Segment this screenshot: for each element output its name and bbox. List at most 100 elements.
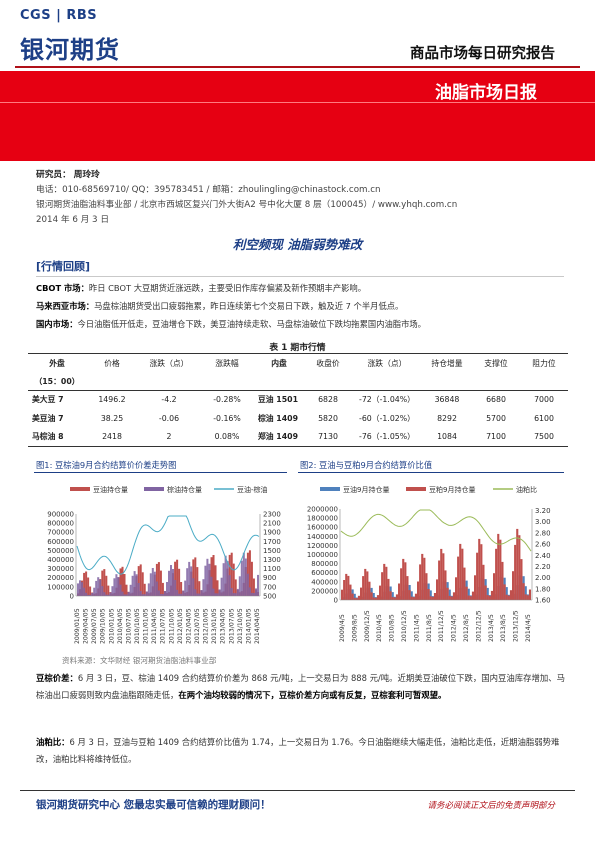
analyst-name: 研究员： 周玲玲 xyxy=(36,170,100,180)
bar xyxy=(216,580,219,596)
axis-tick-label: 1.80 xyxy=(535,585,551,593)
main-title: 利空频现 油脂弱势难改 xyxy=(232,237,363,252)
bar xyxy=(194,589,197,596)
bar xyxy=(400,568,403,600)
axis-tick-label: 0 xyxy=(334,597,338,605)
bar xyxy=(246,573,249,596)
bar xyxy=(93,587,96,596)
bar xyxy=(198,581,201,596)
footer-divider xyxy=(20,790,575,791)
bar xyxy=(155,563,158,596)
x-tick-label: 2009/4/5 xyxy=(339,614,346,642)
table-cell: 8292 xyxy=(437,413,457,423)
x-tick-label: 2010/01/05 xyxy=(108,608,115,644)
axis-tick-label: 1700 xyxy=(263,538,281,546)
bar xyxy=(133,571,136,596)
bar xyxy=(374,597,377,600)
bar xyxy=(438,560,441,600)
bar xyxy=(222,563,225,596)
figure1-rule xyxy=(34,472,287,473)
axis-tick-label: 500 xyxy=(263,593,276,601)
bar xyxy=(448,595,451,600)
bar xyxy=(353,593,356,600)
bar xyxy=(115,574,118,596)
bar xyxy=(509,590,513,600)
bar xyxy=(524,586,527,600)
bar xyxy=(83,587,86,596)
bar xyxy=(242,552,245,596)
bar xyxy=(410,596,413,600)
x-tick-label: 2013/04/05 xyxy=(220,608,227,644)
table-header-cell: 涨跌（点） xyxy=(352,353,422,373)
x-tick-label: 2011/04/05 xyxy=(151,608,158,644)
bar xyxy=(471,591,475,600)
bar xyxy=(383,563,386,600)
bar xyxy=(196,567,199,596)
bar xyxy=(461,548,464,600)
figure2-meal-oi-bars xyxy=(341,528,532,600)
bar xyxy=(216,593,219,596)
x-tick-label: 2013/07/05 xyxy=(228,608,235,644)
bar xyxy=(77,583,80,596)
axis-tick-label: 800000 xyxy=(311,560,338,568)
table-cell: -60（-1.02%） xyxy=(359,413,415,423)
x-tick-label: 2012/8/5 xyxy=(463,614,470,642)
x-tick-label: 2013/8/5 xyxy=(500,614,507,642)
figure1-title: 图1: 豆棕油9月合约结算价价差走势图 xyxy=(36,460,177,470)
axis-tick-label: 1.60 xyxy=(535,597,551,605)
table-cell: 1496.2 xyxy=(98,395,126,405)
figure1-palm-oi-bars xyxy=(77,552,260,596)
bar xyxy=(410,591,413,600)
table-cell: -0.28% xyxy=(213,395,241,405)
table-cell: 6100 xyxy=(534,413,554,423)
axis-tick-label: 2.20 xyxy=(535,563,551,571)
table-cell: 美豆油 7 xyxy=(32,413,64,423)
x-tick-label: 2014/4/5 xyxy=(525,614,532,642)
bar xyxy=(107,585,110,596)
bar xyxy=(490,590,494,600)
x-tick-label: 2010/07/05 xyxy=(125,608,132,644)
figure2-title: 图2: 豆油与豆粕9月合约结算价比值 xyxy=(300,460,433,470)
bar xyxy=(99,579,102,596)
bar xyxy=(117,577,120,596)
legend-label: 豆油9月持仓量 xyxy=(343,485,389,494)
figure1-spread-line xyxy=(76,515,260,575)
x-tick-label: 2010/10/05 xyxy=(134,608,141,644)
bar xyxy=(97,577,100,596)
bar xyxy=(450,596,453,600)
bar xyxy=(353,597,356,600)
bar xyxy=(214,593,217,596)
futures-quotes-table: 外盘 价格 涨跌（点） 涨跌幅 内盘 收盘价 涨跌（点） 持仓增量 支撑位 阻力… xyxy=(28,353,568,447)
table-cell: 棕油 1409 xyxy=(258,413,299,423)
axis-tick-label: 900 xyxy=(263,574,276,582)
table-cell: 36848 xyxy=(434,395,460,405)
bar xyxy=(421,553,424,600)
x-tick-label: 2011/12/5 xyxy=(438,610,445,642)
bar xyxy=(469,596,472,600)
x-tick-label: 2010/8/5 xyxy=(389,614,396,642)
bar xyxy=(366,571,369,600)
bar xyxy=(408,590,411,600)
legend-swatch-meal-oi xyxy=(406,487,426,491)
x-tick-label: 2012/01/05 xyxy=(177,608,184,644)
table-header-cell: 价格 xyxy=(86,353,138,373)
table-cell: 7130 xyxy=(304,427,352,447)
x-tick-label: 2009/04/05 xyxy=(83,608,90,644)
axis-tick-label: 600000 xyxy=(47,538,74,546)
bar xyxy=(101,586,104,596)
x-tick-label: 2012/04/05 xyxy=(185,608,192,644)
axis-tick-label: 300000 xyxy=(47,565,74,573)
bar xyxy=(360,587,363,600)
bar xyxy=(190,566,193,596)
x-tick-label: 2009/07/05 xyxy=(91,608,98,644)
bar xyxy=(357,595,361,600)
bar xyxy=(186,568,189,596)
bar xyxy=(512,571,515,600)
bar xyxy=(436,579,439,600)
axis-tick-label: 2300 xyxy=(263,511,281,519)
x-tick-label: 2012/12/5 xyxy=(475,610,482,642)
bar xyxy=(232,563,235,596)
bar xyxy=(230,588,233,596)
bar xyxy=(121,591,124,596)
bar xyxy=(486,587,489,600)
